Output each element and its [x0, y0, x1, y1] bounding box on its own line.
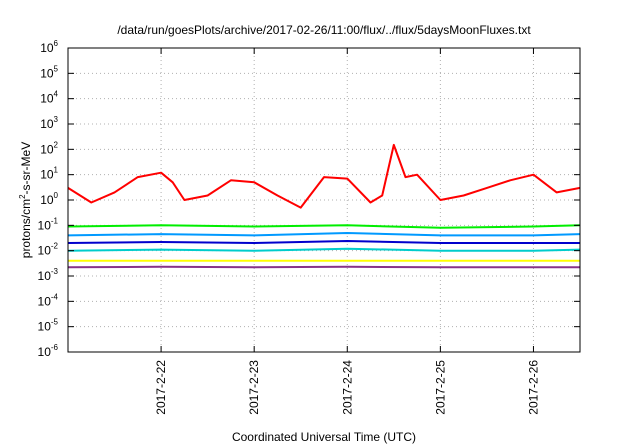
x-tick-label: 2017-2-26	[526, 360, 540, 415]
y-tick-label: 105	[40, 64, 58, 80]
chart-title: /data/run/goesPlots/archive/2017-02-26/1…	[117, 23, 531, 37]
y-tick-label: 102	[40, 140, 58, 156]
series-lines	[67, 143, 581, 269]
y-tick-label: 10-3	[38, 267, 59, 283]
x-tick-label: 2017-2-24	[340, 360, 354, 415]
x-axis-label: Coordinated Universal Time (UTC)	[232, 430, 416, 444]
x-axis-ticks: 2017-2-22 2017-2-23 2017-2-24 2017-2-25 2017…	[154, 48, 540, 415]
series-line-2	[67, 224, 581, 229]
series-line-4	[67, 240, 580, 244]
y-tick-label: 106	[40, 39, 58, 55]
series-line-1	[67, 143, 581, 209]
series-line-7	[67, 265, 580, 269]
grid-lines	[68, 48, 580, 352]
x-tick-label: 2017-2-23	[247, 360, 261, 415]
y-tick-label: 100	[40, 191, 58, 207]
y-tick-label: 10-5	[38, 318, 59, 334]
y-tick-label: 10-6	[38, 343, 59, 359]
y-tick-label: 104	[40, 90, 58, 106]
y-axis-label: protons/cm2-s-sr-MeV	[18, 142, 33, 258]
x-tick-label: 2017-2-25	[433, 360, 447, 415]
series-line-5	[67, 247, 581, 252]
y-tick-label: 103	[40, 115, 58, 131]
y-tick-label: 10-1	[38, 216, 59, 232]
y-axis-ticks: 10-6 10-5 10-4 10-3 10-2 10-1 100 101 102 103 104 1…	[38, 39, 580, 359]
x-tick-label: 2017-2-22	[154, 360, 168, 415]
y-tick-label: 101	[40, 166, 58, 182]
y-tick-label: 10-2	[38, 242, 59, 258]
y-tick-label: 10-4	[38, 292, 59, 308]
series-line-3	[67, 232, 581, 237]
